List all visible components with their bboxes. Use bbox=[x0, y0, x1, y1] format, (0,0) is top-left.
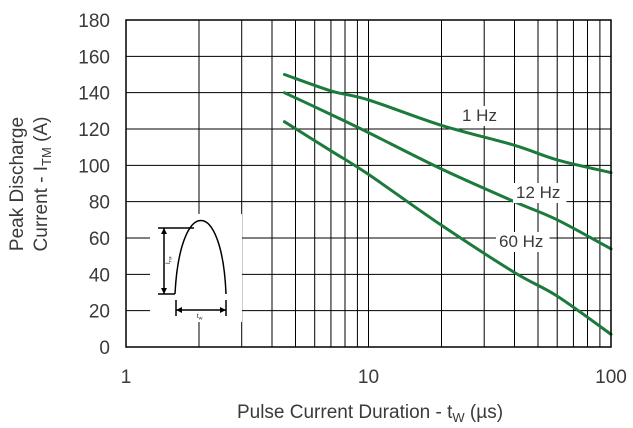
plot-frame bbox=[125, 19, 612, 348]
y-tick-label: 80 bbox=[89, 193, 110, 214]
series-label-bg bbox=[496, 232, 550, 252]
series-label-bg bbox=[513, 183, 567, 203]
x-tick-label: 100 bbox=[595, 367, 627, 388]
curve-layer bbox=[282, 73, 613, 336]
y-tick-label: 160 bbox=[78, 47, 110, 68]
series-line bbox=[282, 120, 613, 336]
y-tick-label: 100 bbox=[78, 156, 110, 177]
pulse-waveform-inset: ITM tW bbox=[150, 214, 242, 322]
series-label-bg bbox=[459, 106, 503, 126]
tick-layer: 0 20 40 60 80 100 120 140 160 180 1 10 100 bbox=[78, 11, 627, 388]
x-tick-label: 1 bbox=[121, 367, 132, 388]
x-axis-title: Pulse Current Duration - tW (µs) bbox=[237, 402, 503, 425]
grid-layer bbox=[126, 19, 611, 348]
y-tick-label: 0 bbox=[99, 338, 110, 359]
y-axis-title-line1: Peak Discharge bbox=[7, 117, 28, 251]
y-axis-title-line2: Current - ITM (A) bbox=[31, 117, 54, 252]
inset-width-label: tW bbox=[197, 314, 203, 321]
y-tick-label: 180 bbox=[78, 11, 110, 32]
inset-height-label: ITM bbox=[166, 257, 173, 264]
series-label: 1 Hz bbox=[462, 106, 497, 125]
label-layer: 1 Hz 12 Hz 60 Hz bbox=[459, 106, 567, 252]
width-arrow-left bbox=[176, 307, 182, 313]
x-tick-label: 10 bbox=[358, 367, 379, 388]
pulse-waveform bbox=[174, 219, 227, 295]
height-arrow-down bbox=[161, 288, 167, 294]
y-tick-label: 140 bbox=[78, 84, 110, 105]
y-tick-label: 20 bbox=[89, 302, 110, 323]
series-line bbox=[282, 91, 613, 251]
y-tick-label: 120 bbox=[78, 120, 110, 141]
series-label: 60 Hz bbox=[499, 232, 543, 251]
series-label: 12 Hz bbox=[516, 183, 560, 202]
width-arrow-right bbox=[220, 307, 226, 313]
height-arrow-up bbox=[161, 228, 167, 234]
y-tick-label: 40 bbox=[89, 265, 110, 286]
y-tick-label: 60 bbox=[89, 229, 110, 250]
series-line bbox=[282, 73, 613, 175]
